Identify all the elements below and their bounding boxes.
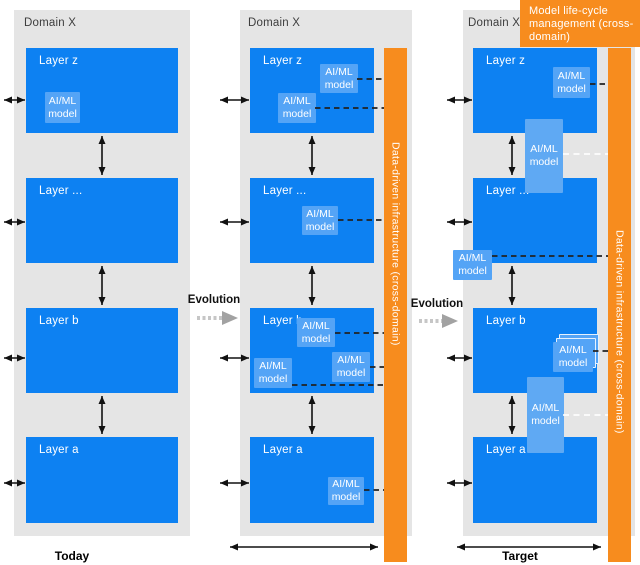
evolution-label-1: Evolution — [187, 294, 241, 306]
p2-layer-a-label: Layer a — [263, 444, 303, 456]
model-label-line2: model — [558, 357, 588, 369]
domain-title-today: Domain X — [24, 17, 77, 29]
p2-model-dots: AI/ML model — [302, 206, 338, 235]
model-label-line1: AI/ML — [306, 207, 334, 220]
p2-layer-b-label: Layer b — [263, 315, 303, 327]
model-label-line2: model — [557, 82, 586, 95]
evolution-label-2: Evolution — [410, 298, 464, 310]
p1-layer-dots-label: Layer ... — [39, 185, 83, 197]
p2-model-z2: AI/ML model — [278, 93, 316, 123]
p3-layer-b-label: Layer b — [486, 315, 526, 327]
domain-title-evolution: Domain X — [248, 17, 301, 29]
infra-bar-mid-label: Data-driven infrastructure (cross-domain… — [389, 142, 402, 346]
p3-layer-a-label: Layer a — [486, 444, 526, 456]
model-label-line1: AI/ML — [302, 319, 330, 332]
model-label-line1: AI/ML — [559, 344, 587, 357]
p2-model-b3: AI/ML model — [254, 358, 292, 388]
lifecycle-management-box: Model life-cycle management (cross-domai… — [520, 0, 640, 47]
lifecycle-management-label: Model life-cycle management (cross-domai… — [529, 5, 634, 43]
p1-layer-a-label: Layer a — [39, 444, 79, 456]
p3-layer-z-label: Layer z — [486, 55, 526, 67]
p2-layer-z-label: Layer z — [263, 55, 303, 67]
model-label-line2: model — [531, 415, 560, 427]
caption-today: Today — [54, 549, 90, 563]
p1-layer-z-label: Layer z — [39, 55, 79, 67]
model-label-line2: model — [305, 220, 335, 233]
p3-model-z: AI/ML model — [553, 67, 590, 98]
p3-layer-dots-label: Layer ... — [486, 185, 530, 197]
p3-model-dots-edge: AI/ML model — [453, 250, 492, 280]
p1-layer-a: Layer a — [26, 437, 178, 523]
p3-model-bridge-z-dots: AI/ML model — [525, 119, 563, 193]
model-label-line1: AI/ML — [325, 65, 353, 78]
model-label-line1: AI/ML — [283, 95, 311, 108]
model-label-line2: model — [258, 373, 288, 385]
evolution-arrow-2 — [419, 314, 458, 328]
p1-model-z: AI/ML model — [45, 92, 80, 123]
model-label-line2: model — [458, 265, 487, 277]
p2-model-a: AI/ML model — [328, 477, 364, 505]
model-label-line1: AI/ML — [332, 478, 360, 491]
p1-layer-b-label: Layer b — [39, 315, 79, 327]
p2-model-b1: AI/ML model — [297, 318, 335, 347]
model-label-line2: model — [282, 108, 312, 120]
p2-model-z1: AI/ML model — [320, 64, 358, 93]
model-label-line1: AI/ML — [557, 69, 586, 82]
p3-model-stack-front: AI/ML model — [553, 342, 593, 372]
model-label-line1: AI/ML — [259, 360, 287, 373]
model-label-line1: AI/ML — [531, 402, 560, 415]
p1-layer-dots: Layer ... — [26, 178, 178, 263]
infra-bar-mid: Data-driven infrastructure (cross-domain… — [384, 48, 407, 562]
model-label-line2: model — [48, 107, 77, 120]
model-label-line1: AI/ML — [530, 143, 558, 156]
caption-target: Target — [502, 549, 538, 563]
model-label-line2: model — [324, 78, 354, 91]
domain-title-target: Domain X — [468, 17, 521, 29]
p2-model-b2: AI/ML model — [332, 352, 370, 382]
model-label-line2: model — [529, 156, 559, 168]
model-label-line2: model — [301, 332, 331, 345]
infra-bar-right-label: Data-driven infrastructure (cross-domain… — [613, 230, 626, 434]
evolution-arrow-1 — [197, 311, 238, 325]
p2-layer-dots-label: Layer ... — [263, 185, 307, 197]
model-label-line2: model — [331, 491, 361, 503]
model-label-line2: model — [336, 367, 366, 379]
model-label-line1: AI/ML — [458, 252, 487, 265]
infra-bar-right: Data-driven infrastructure (cross-domain… — [608, 48, 631, 562]
p3-model-bridge-b-a: AI/ML model — [527, 377, 564, 453]
model-label-line1: AI/ML — [48, 94, 77, 107]
p1-layer-b: Layer b — [26, 308, 178, 393]
model-label-line1: AI/ML — [337, 354, 365, 367]
